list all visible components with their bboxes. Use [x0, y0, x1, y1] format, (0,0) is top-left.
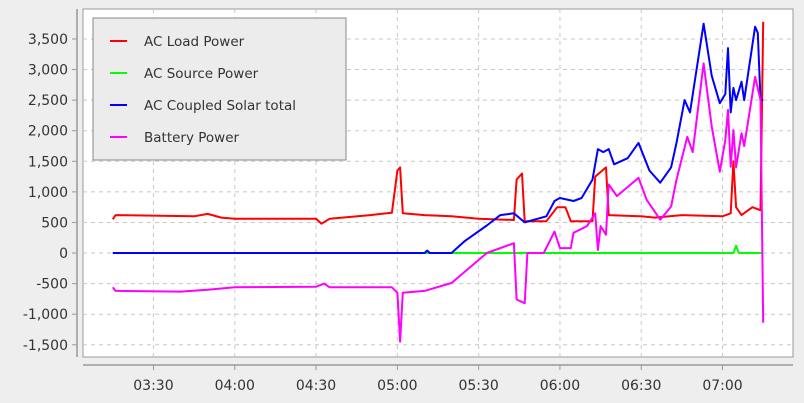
legend-box: [92, 17, 347, 161]
y-axis-ticks: 3,500 3,000 2,500 2,000 1,500 1,000 500 0 -500 -1…: [23, 32, 77, 354]
y-tick-label: 3,500: [28, 32, 68, 48]
x-tick-label: 04:30: [296, 378, 336, 394]
series-lines: [111, 21, 765, 343]
y-tick-label: 500: [41, 215, 68, 231]
y-tick-label: -1,500: [23, 338, 68, 354]
series-line-ac-load-power: [111, 21, 765, 225]
y-tick-label: 3,000: [28, 63, 68, 79]
legend-label: Battery Power: [144, 130, 240, 146]
x-tick-label: 07:00: [702, 378, 742, 394]
x-axis-ticks: 03:30 04:00 04:30 05:00 05:30 06:00 06:30 07:00: [133, 365, 743, 394]
y-tick-label: 2,000: [28, 124, 68, 140]
series-line-ac-coupled-solar-total: [112, 22, 764, 254]
y-tick-label: 1,500: [28, 154, 68, 170]
grid: [83, 9, 793, 357]
y-tick-label: -1,000: [23, 307, 68, 323]
y-tick-label: 0: [59, 246, 68, 262]
series-line-battery-power: [112, 62, 765, 343]
y-tick-label: 1,000: [28, 185, 68, 201]
x-tick-label: 04:00: [215, 378, 255, 394]
x-tick-label: 06:30: [621, 378, 661, 394]
legend-label: AC Source Power: [144, 66, 259, 82]
legend-label: AC Coupled Solar total: [144, 98, 296, 114]
x-tick-label: 03:30: [133, 378, 173, 394]
y-tick-label: 2,500: [28, 93, 68, 109]
x-tick-label: 05:30: [458, 378, 498, 394]
x-tick-label: 06:00: [540, 378, 580, 394]
legend: AC Load Power AC Source Power AC Coupled S…: [92, 17, 347, 161]
legend-label: AC Load Power: [144, 34, 245, 50]
y-tick-label: -500: [36, 277, 68, 293]
x-tick-label: 05:00: [377, 378, 417, 394]
